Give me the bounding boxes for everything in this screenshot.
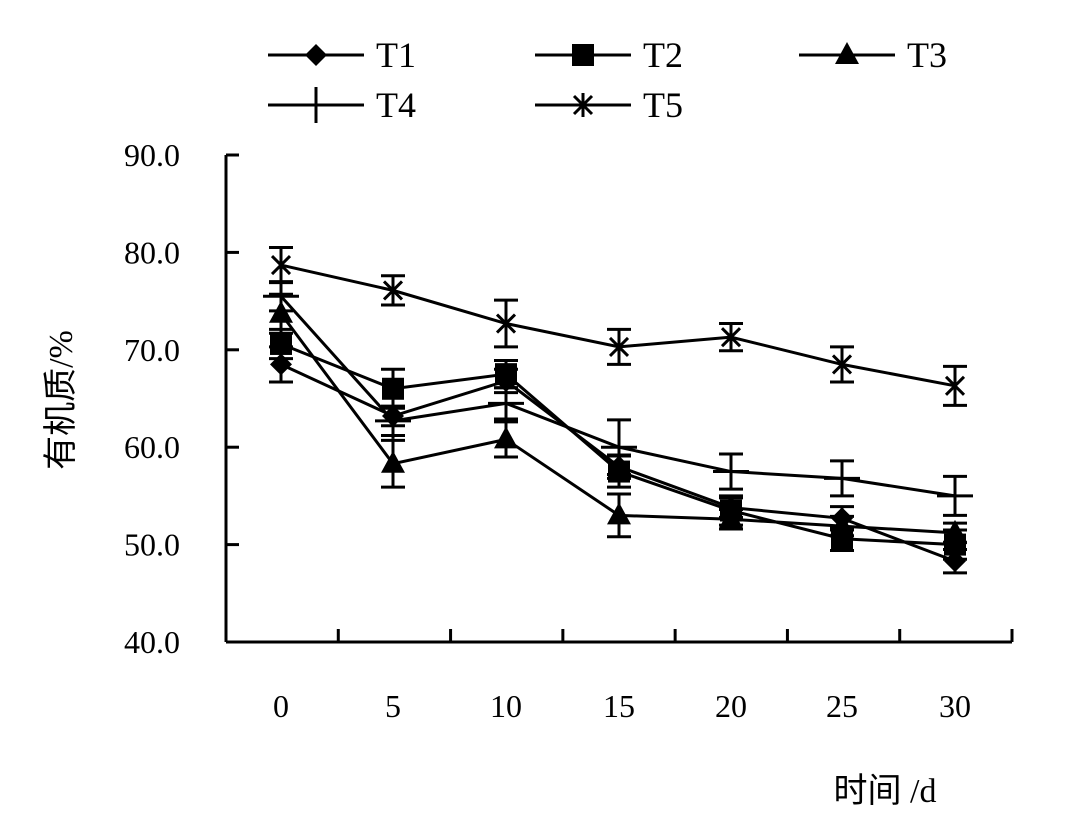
chart-series-layer [263, 246, 973, 575]
legend-item-t2: T2 [535, 35, 683, 75]
data-point [382, 377, 404, 400]
legend-marker [298, 87, 334, 123]
y-tick-label: 40.0 [124, 624, 180, 660]
data-point [608, 334, 630, 359]
y-tick-label: 90.0 [124, 137, 180, 173]
legend-marker [835, 42, 859, 64]
y-tick-label: 50.0 [124, 527, 180, 563]
series-line [280, 263, 956, 388]
x-tick-label: 5 [385, 688, 401, 724]
series-t5 [269, 246, 967, 407]
data-point [831, 352, 853, 377]
data-point [944, 550, 966, 573]
legend-item-t5: T5 [535, 85, 683, 125]
data-point [830, 513, 854, 536]
x-tick-label: 20 [715, 688, 747, 724]
data-point [719, 506, 743, 529]
data-point [495, 363, 517, 386]
legend-label: T4 [376, 85, 416, 125]
legend-item-t4: T4 [268, 85, 416, 125]
data-point [713, 453, 749, 490]
legend-label: T5 [643, 85, 683, 125]
data-point [607, 502, 631, 525]
x-tick-label: 10 [490, 688, 522, 724]
y-axis-title: 有机质/% [42, 330, 80, 470]
legend-label: T1 [376, 35, 416, 75]
data-point [488, 385, 524, 422]
data-point [375, 402, 411, 439]
legend-label: T3 [907, 35, 947, 75]
data-point [381, 450, 405, 473]
data-point [720, 325, 742, 350]
legend-marker [572, 44, 594, 66]
y-tick-label: 60.0 [124, 429, 180, 465]
legend-label: T2 [643, 35, 683, 75]
legend-item-t1: T1 [268, 35, 416, 75]
data-point [270, 253, 292, 278]
x-axis-title: 时间 /d [834, 773, 937, 810]
data-point [943, 519, 967, 542]
data-point [937, 477, 973, 514]
data-point [944, 373, 966, 398]
chart-axes: 40.0 50.0 60.0 70.0 80.0 90.0 0 5 10 15 20 25 30 [124, 137, 1014, 724]
x-tick-label: 25 [826, 688, 858, 724]
data-point [824, 460, 860, 497]
legend-item-t3: T3 [799, 35, 947, 75]
legend-marker [305, 44, 327, 66]
chart-legend: T1 T2 T3 T4 T5 [268, 35, 947, 125]
legend-marker [572, 93, 594, 117]
x-tick-label: 30 [939, 688, 971, 724]
x-tick-label: 15 [603, 688, 635, 724]
series-t4 [263, 278, 973, 517]
data-point [382, 278, 404, 303]
x-tick-label: 0 [273, 688, 289, 724]
data-point [263, 278, 299, 315]
data-point [270, 332, 292, 355]
data-point [601, 429, 637, 466]
data-point [495, 311, 517, 336]
data-point [494, 426, 518, 449]
y-tick-label: 80.0 [124, 234, 180, 270]
y-tick-label: 70.0 [124, 332, 180, 368]
